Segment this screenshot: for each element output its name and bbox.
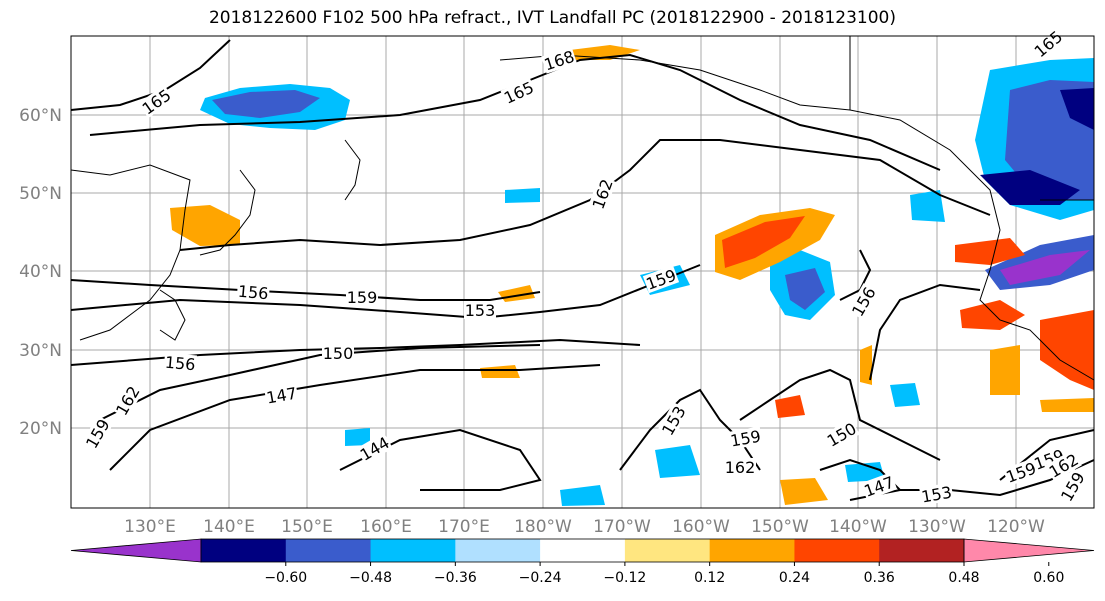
longitude-label: 180°W — [514, 517, 572, 537]
colorbar-tick-label: −0.36 — [434, 570, 477, 586]
contour-label-background — [847, 283, 880, 320]
colorbar-bin — [370, 539, 456, 562]
map-title: 2018122600 F102 500 hPa refract., IVT La… — [208, 8, 896, 28]
longitude-label: 170°W — [593, 517, 651, 537]
contour-label: 156 — [164, 353, 196, 375]
longitude-axis: 130°E 140°E 150°E 160°E 170°E 180°W 170°W 160°W… — [124, 517, 1045, 537]
longitude-label: 170°E — [438, 517, 490, 537]
contour-label-background — [860, 472, 898, 501]
colorbar-bin — [794, 539, 880, 562]
contour-label-background — [657, 402, 690, 439]
latitude-axis: 60°N 50°N 40°N 30°N 20°N — [19, 106, 62, 439]
contour-label-background — [919, 482, 954, 506]
colorbar-bin — [624, 539, 711, 562]
contour-label-background — [111, 382, 144, 419]
contour-label-background — [541, 46, 578, 74]
colorbar-extend-high — [963, 538, 1095, 563]
longitude-label: 160°W — [672, 517, 730, 537]
longitude-label: 150°E — [281, 517, 333, 537]
colorbar-extend-low — [70, 538, 202, 563]
longitude-label: 130°E — [124, 517, 176, 537]
longitude-label: 160°E — [360, 517, 412, 537]
longitude-label: 140°E — [203, 517, 255, 537]
colorbar: −0.60 −0.48 −0.36 −0.24 −0.12 0.12 0.24 0.36 0.4… — [70, 538, 1095, 586]
colorbar-tick-label: 0.24 — [779, 570, 810, 586]
contour-label-background — [1045, 449, 1082, 482]
contour-label: 162 — [725, 458, 756, 477]
colorbar-bin — [879, 539, 965, 562]
anomaly-shading — [170, 45, 1094, 506]
contour-label-background — [81, 415, 114, 452]
contour-label-background — [588, 175, 617, 213]
latitude-label: 30°N — [19, 341, 62, 361]
colorbar-tick-label: 0.12 — [694, 570, 725, 586]
latitude-label: 40°N — [19, 262, 62, 282]
contour-label: 159 — [347, 288, 378, 307]
colorbar-tick-label: −0.12 — [603, 570, 646, 586]
colorbar-tick-label: −0.24 — [519, 570, 562, 586]
contour-label-background — [1056, 468, 1089, 505]
contour-label-background — [264, 383, 299, 407]
contour-label-background — [1002, 458, 1040, 487]
colorbar-outline — [200, 538, 965, 563]
colorbar-bin — [455, 539, 541, 562]
map-frame — [70, 35, 1095, 509]
colorbar-tick-label: −0.60 — [264, 570, 307, 586]
colorbar-tick-label: −0.48 — [349, 570, 392, 586]
contour-label-background — [163, 352, 197, 374]
contour-label-background — [322, 344, 354, 362]
latitude-label: 20°N — [19, 419, 62, 439]
contour-label-background — [346, 288, 378, 306]
colorbar-bin — [709, 539, 795, 562]
latitude-label: 60°N — [19, 106, 62, 126]
colorbar-bin — [285, 539, 372, 562]
contour-label-background — [1030, 445, 1068, 474]
colorbar-bin — [540, 539, 626, 562]
contour-label-background — [236, 281, 270, 303]
latitude-label: 50°N — [19, 184, 62, 204]
colorbar-tick-label: 0.36 — [864, 570, 895, 586]
colorbar-tick-label: 0.60 — [1033, 570, 1064, 586]
colorbar-tick-label: 0.48 — [948, 570, 979, 586]
longitude-label: 150°W — [751, 517, 809, 537]
contour-label-background — [356, 432, 393, 465]
contour-label-background — [500, 77, 538, 108]
contour-label-background — [823, 418, 860, 451]
contour-label-background — [464, 301, 496, 319]
longitude-label: 120°W — [987, 517, 1045, 537]
contour-label-background — [728, 426, 763, 450]
contour-label-background — [642, 265, 680, 294]
contour-label-background — [1030, 26, 1067, 61]
contour-label: 153 — [465, 301, 496, 320]
longitude-label: 140°W — [829, 517, 887, 537]
contour-label: 150 — [323, 344, 354, 363]
graticule — [71, 36, 1094, 508]
contour-label-background — [138, 84, 175, 119]
contour-label: 156 — [237, 282, 269, 304]
colorbar-bin — [201, 539, 287, 562]
longitude-label: 130°W — [908, 517, 966, 537]
contour-label-background — [724, 458, 756, 476]
